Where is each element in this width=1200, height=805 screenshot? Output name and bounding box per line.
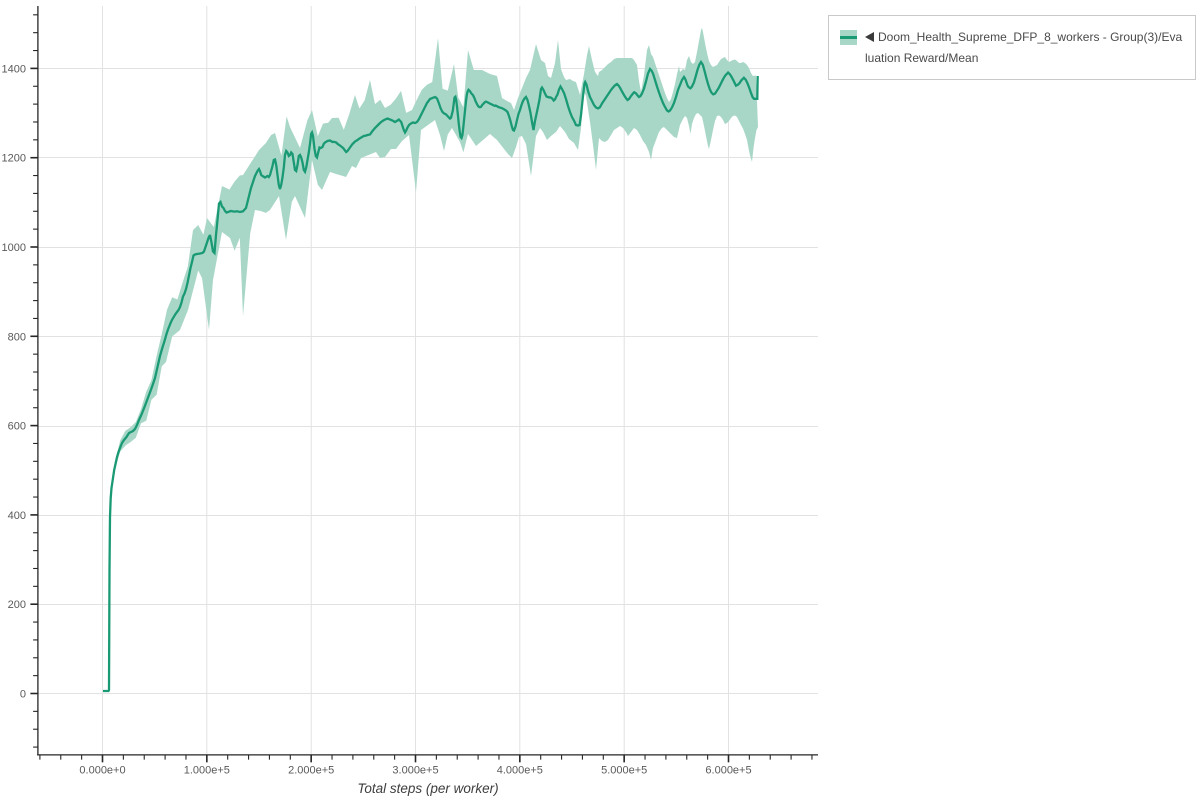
- svg-text:Total steps (per worker): Total steps (per worker): [357, 781, 498, 796]
- svg-text:5.000e+5: 5.000e+5: [601, 765, 647, 777]
- svg-text:1000: 1000: [2, 242, 26, 254]
- svg-text:3.000e+5: 3.000e+5: [392, 765, 438, 777]
- svg-text:4.000e+5: 4.000e+5: [497, 765, 543, 777]
- svg-text:1.000e+5: 1.000e+5: [184, 765, 230, 777]
- svg-text:0.000e+0: 0.000e+0: [79, 765, 125, 777]
- svg-text:6.000e+5: 6.000e+5: [705, 765, 751, 777]
- svg-text:200: 200: [8, 599, 26, 611]
- svg-text:2.000e+5: 2.000e+5: [288, 765, 334, 777]
- svg-text:0: 0: [20, 689, 26, 701]
- svg-text:600: 600: [8, 421, 26, 433]
- svg-text:400: 400: [8, 510, 26, 522]
- svg-text:800: 800: [8, 331, 26, 343]
- svg-text:1400: 1400: [2, 63, 26, 75]
- svg-text:1200: 1200: [2, 153, 26, 165]
